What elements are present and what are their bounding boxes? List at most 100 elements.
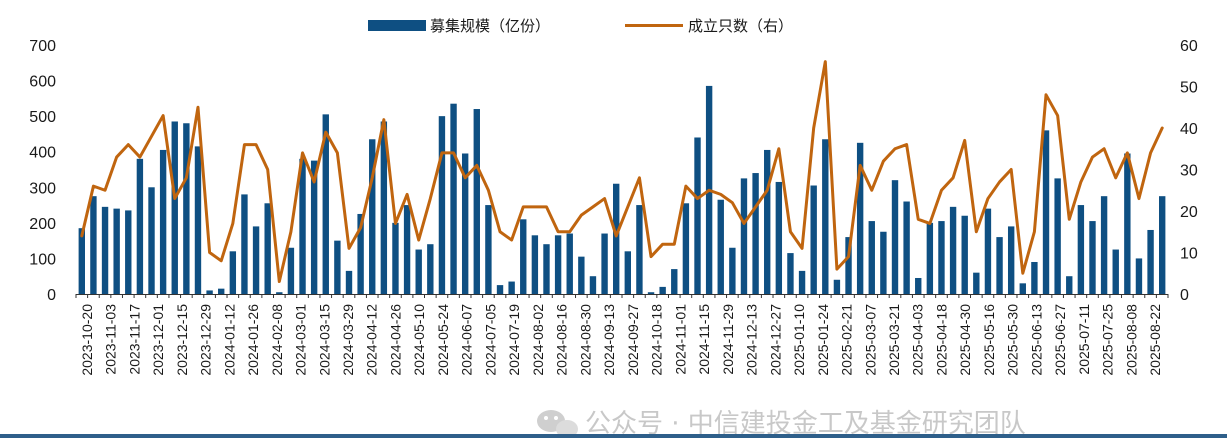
bar — [856, 142, 864, 294]
bar — [764, 149, 771, 294]
x-axis-tick-label: 2025-04-03 — [910, 304, 926, 376]
bar — [136, 158, 144, 294]
bar — [380, 121, 388, 294]
bar — [1159, 196, 1166, 294]
bar — [984, 208, 992, 294]
bar — [1042, 130, 1050, 294]
right-axis-tick-label: 60 — [1180, 38, 1198, 55]
x-axis-tick-label: 2024-02-08 — [269, 304, 285, 376]
x-axis-tick-label: 2024-06-07 — [459, 304, 475, 376]
bar — [949, 206, 957, 294]
bar — [252, 226, 260, 294]
bar — [1019, 283, 1026, 294]
bar — [1066, 276, 1073, 294]
bar — [1112, 249, 1119, 294]
bar — [357, 213, 364, 294]
bar — [171, 121, 178, 294]
bottom-rule — [0, 434, 1227, 438]
bar — [473, 109, 480, 294]
x-axis-tick-label: 2024-11-01 — [672, 304, 688, 375]
bar — [938, 221, 945, 294]
bar — [1100, 196, 1108, 294]
right-axis-tick-label: 40 — [1180, 121, 1198, 138]
bar — [589, 276, 597, 294]
left-axis-tick-label: 700 — [29, 38, 56, 55]
x-axis-tick-label: 2024-08-02 — [530, 304, 546, 376]
x-axis-tick-label: 2024-08-30 — [577, 304, 593, 376]
x-axis-tick-label: 2025-04-30 — [957, 304, 973, 376]
x-axis-tick-label: 2024-11-29 — [720, 304, 736, 375]
right-axis-tick-label: 30 — [1180, 163, 1198, 180]
bar — [520, 219, 527, 294]
x-axis-tick-label: 2024-05-10 — [411, 304, 427, 376]
bar — [554, 235, 562, 294]
legend-bar-swatch — [368, 20, 426, 31]
bar — [845, 237, 852, 294]
bar — [90, 196, 97, 294]
x-axis-tick-label: 2025-08-22 — [1147, 304, 1163, 376]
bar — [717, 199, 724, 294]
bar — [229, 251, 237, 294]
x-axis-tick-label: 2025-03-07 — [862, 304, 878, 376]
bar — [961, 215, 968, 294]
legend-line-label: 成立只数（右） — [688, 17, 793, 35]
bar — [624, 251, 631, 294]
bar — [183, 123, 190, 294]
bar — [322, 114, 329, 294]
x-axis: 2023-10-20 2023-11-03 2023-11-17 2023-12-01… — [75, 294, 1169, 376]
bar — [218, 288, 225, 294]
bar — [287, 247, 295, 294]
x-axis-tick-label: 2024-07-05 — [482, 304, 498, 376]
left-axis-tick-label: 100 — [29, 251, 56, 268]
x-axis-tick-label: 2024-11-15 — [696, 304, 712, 375]
bar — [345, 270, 353, 294]
line-path — [80, 60, 1164, 284]
bar — [101, 206, 109, 294]
bar — [822, 139, 829, 294]
legend-bar-label: 募集规模（亿份） — [430, 17, 550, 35]
x-axis-tick-label: 2025-07-25 — [1100, 304, 1116, 376]
bar — [241, 194, 248, 294]
x-axis-tick-label: 2024-03-15 — [316, 304, 332, 376]
bar — [485, 205, 492, 294]
left-axis-tick-label: 400 — [29, 145, 56, 162]
legend: 募集规模（亿份） 成立只数（右） — [368, 17, 793, 35]
bar — [903, 201, 910, 294]
bar — [973, 272, 980, 294]
bar — [264, 203, 271, 294]
x-axis-tick-label: 2025-03-21 — [886, 304, 902, 376]
bar — [415, 249, 422, 294]
x-axis-tick-label: 2024-04-26 — [387, 304, 403, 376]
watermark-text: 公众号 · 中信建投金工及基金研究团队 — [585, 409, 1026, 438]
left-axis-tick-label: 600 — [29, 74, 56, 91]
bar — [996, 237, 1003, 294]
bar — [601, 233, 608, 294]
x-axis-tick-label: 2025-06-13 — [1028, 304, 1044, 376]
x-axis-tick-label: 2024-09-27 — [625, 304, 641, 376]
bar — [752, 173, 759, 294]
bar — [659, 286, 666, 294]
bar — [647, 292, 655, 294]
bar — [543, 244, 550, 294]
bar — [125, 210, 132, 294]
bar — [194, 146, 202, 294]
bar-series — [78, 85, 1166, 294]
bar — [880, 231, 887, 294]
bar — [682, 203, 690, 294]
x-axis-tick-label: 2024-03-01 — [293, 304, 309, 376]
bar — [392, 222, 399, 294]
left-axis-tick-label: 0 — [47, 287, 56, 304]
x-axis-tick-label: 2023-11-03 — [103, 304, 119, 375]
bar — [810, 185, 817, 294]
left-axis: 0 100 200 300 400 500 600 700 — [29, 38, 56, 304]
bar — [1147, 229, 1154, 294]
x-axis-tick-label: 2025-05-30 — [1005, 304, 1021, 376]
bar — [159, 149, 167, 294]
x-axis-tick-label: 2024-01-26 — [245, 304, 261, 376]
x-axis-tick-label: 2024-04-12 — [364, 304, 380, 376]
x-axis-tick-label: 2023-12-01 — [150, 304, 166, 376]
bar — [206, 290, 213, 294]
bar — [740, 178, 748, 294]
bar — [496, 285, 504, 294]
right-axis-tick-label: 0 — [1180, 287, 1189, 304]
